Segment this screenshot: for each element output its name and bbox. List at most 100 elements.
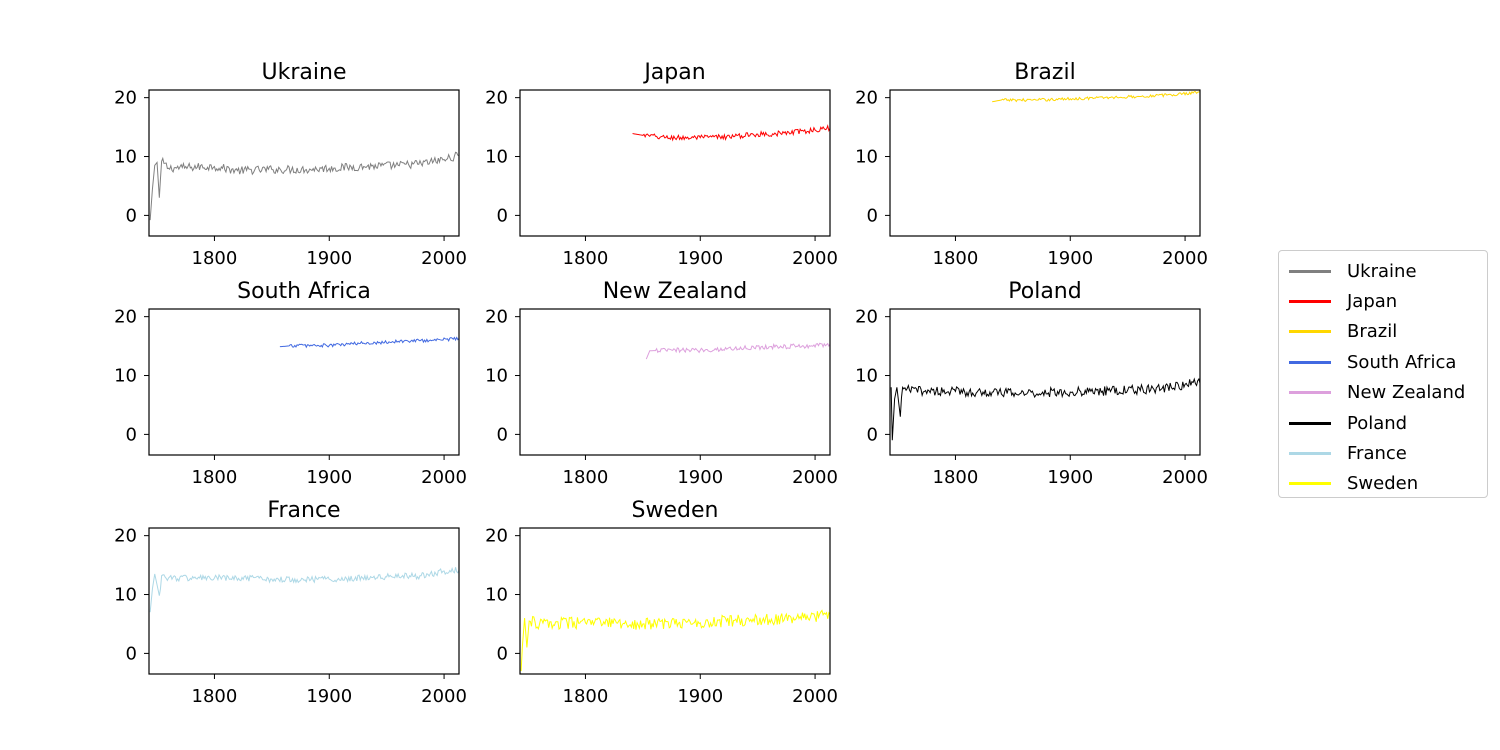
legend-item-poland: Poland — [1279, 408, 1487, 438]
x-tick-label: 1900 — [1047, 248, 1093, 269]
legend-swatch — [1289, 391, 1331, 395]
y-tick-label: 0 — [497, 205, 508, 226]
series-line-brazil — [992, 90, 1200, 103]
series-line-poland — [890, 377, 1200, 441]
legend-item-ukraine: Ukraine — [1279, 256, 1487, 286]
plot-frame — [889, 89, 1201, 237]
y-tick-label: 10 — [114, 147, 137, 168]
legend-label: France — [1347, 443, 1407, 465]
x-tick-label: 1900 — [1047, 467, 1093, 488]
x-tick-label: 1900 — [306, 467, 352, 488]
legend-item-brazil: Brazil — [1279, 317, 1487, 347]
y-tick-label: 10 — [855, 147, 878, 168]
y-tick-label: 20 — [485, 307, 508, 328]
y-tick-label: 0 — [867, 205, 878, 226]
x-tick-label: 2000 — [421, 248, 467, 269]
legend-item-japan: Japan — [1279, 286, 1487, 316]
x-tick-label: 2000 — [1162, 248, 1208, 269]
y-tick-label: 20 — [855, 88, 878, 109]
plot-frame — [148, 308, 460, 456]
legend-item-south-africa: South Africa — [1279, 347, 1487, 377]
y-tick-label: 20 — [485, 88, 508, 109]
y-tick-label: 0 — [126, 205, 137, 226]
x-tick-label: 1800 — [563, 248, 609, 269]
x-tick-label: 2000 — [421, 686, 467, 707]
x-tick-label: 2000 — [792, 686, 838, 707]
y-tick-label: 10 — [855, 366, 878, 387]
y-tick-label: 20 — [485, 526, 508, 547]
x-tick-label: 1900 — [306, 686, 352, 707]
x-tick-label: 2000 — [421, 467, 467, 488]
legend-label: South Africa — [1347, 351, 1457, 373]
x-tick-label: 1800 — [933, 248, 979, 269]
x-tick-label: 2000 — [792, 467, 838, 488]
panel-france: France 0 10 20 1800 1900 2000 — [114, 498, 467, 707]
legend-item-sweden: Sweden — [1279, 469, 1487, 499]
x-tick-label: 1800 — [563, 467, 609, 488]
series-line-sweden — [520, 609, 830, 672]
series-line-france — [149, 566, 459, 613]
panel-title: South Africa — [237, 279, 371, 304]
panel-brazil: Brazil 0 10 20 1800 1900 2000 — [855, 60, 1208, 269]
y-tick-label: 0 — [497, 424, 508, 445]
x-tick-label: 1800 — [192, 686, 238, 707]
x-tick-label: 1900 — [677, 686, 723, 707]
y-tick-label: 10 — [114, 366, 137, 387]
plot-frame — [148, 527, 460, 675]
y-tick-label: 20 — [114, 307, 137, 328]
panel-title: Japan — [642, 60, 705, 85]
x-tick-label: 1800 — [192, 467, 238, 488]
plot-frame — [148, 89, 460, 237]
legend: Ukraine Japan Brazil South Africa New Ze… — [1278, 250, 1488, 498]
legend-swatch — [1289, 300, 1331, 304]
panel-japan: Japan 0 10 20 1800 1900 2000 — [485, 60, 838, 269]
panel-title: Ukraine — [262, 60, 347, 85]
panel-sweden: Sweden 0 10 20 1800 1900 2000 — [485, 498, 838, 707]
legend-label: Brazil — [1347, 321, 1398, 343]
legend-swatch — [1289, 482, 1331, 486]
series-line-south-africa — [279, 336, 459, 349]
y-tick-label: 0 — [497, 643, 508, 664]
y-tick-label: 10 — [485, 147, 508, 168]
y-tick-label: 10 — [114, 585, 137, 606]
legend-item-new-zealand: New Zealand — [1279, 378, 1487, 408]
x-tick-label: 1900 — [677, 467, 723, 488]
panel-title: Poland — [1008, 279, 1081, 304]
series-line-japan — [632, 124, 830, 142]
plot-frame — [889, 308, 1201, 456]
legend-swatch — [1289, 330, 1331, 334]
y-tick-label: 20 — [114, 88, 137, 109]
y-tick-label: 20 — [114, 526, 137, 547]
legend-item-france: France — [1279, 438, 1487, 468]
y-tick-label: 10 — [485, 366, 508, 387]
y-tick-label: 10 — [485, 585, 508, 606]
x-tick-label: 2000 — [792, 248, 838, 269]
x-tick-label: 1800 — [192, 248, 238, 269]
plot-frame — [519, 308, 831, 456]
panel-ukraine: Ukraine 0 10 20 1800 1900 2000 — [114, 60, 467, 269]
series-line-new-zealand — [645, 342, 830, 360]
y-tick-label: 20 — [855, 307, 878, 328]
y-tick-label: 0 — [867, 424, 878, 445]
legend-label: Ukraine — [1347, 260, 1417, 282]
x-tick-label: 1900 — [677, 248, 723, 269]
x-tick-label: 1900 — [306, 248, 352, 269]
panel-title: Sweden — [632, 498, 719, 523]
series-line-ukraine — [149, 151, 459, 221]
plot-frame — [519, 89, 831, 237]
y-tick-label: 0 — [126, 424, 137, 445]
panel-title: France — [267, 498, 340, 523]
panel-poland: Poland 0 10 20 1800 1900 2000 — [855, 279, 1208, 488]
legend-label: New Zealand — [1347, 382, 1466, 404]
plot-frame — [519, 527, 831, 675]
panel-south-africa: South Africa 0 10 20 1800 1900 2000 — [114, 279, 467, 488]
legend-swatch — [1289, 360, 1331, 364]
panel-title: New Zealand — [603, 279, 748, 304]
panel-title: Brazil — [1014, 60, 1075, 85]
legend-label: Japan — [1347, 291, 1398, 313]
x-tick-label: 1800 — [933, 467, 979, 488]
panel-new-zealand: New Zealand 0 10 20 1800 1900 2000 — [485, 279, 838, 488]
legend-label: Poland — [1347, 412, 1408, 434]
y-tick-label: 0 — [126, 643, 137, 664]
